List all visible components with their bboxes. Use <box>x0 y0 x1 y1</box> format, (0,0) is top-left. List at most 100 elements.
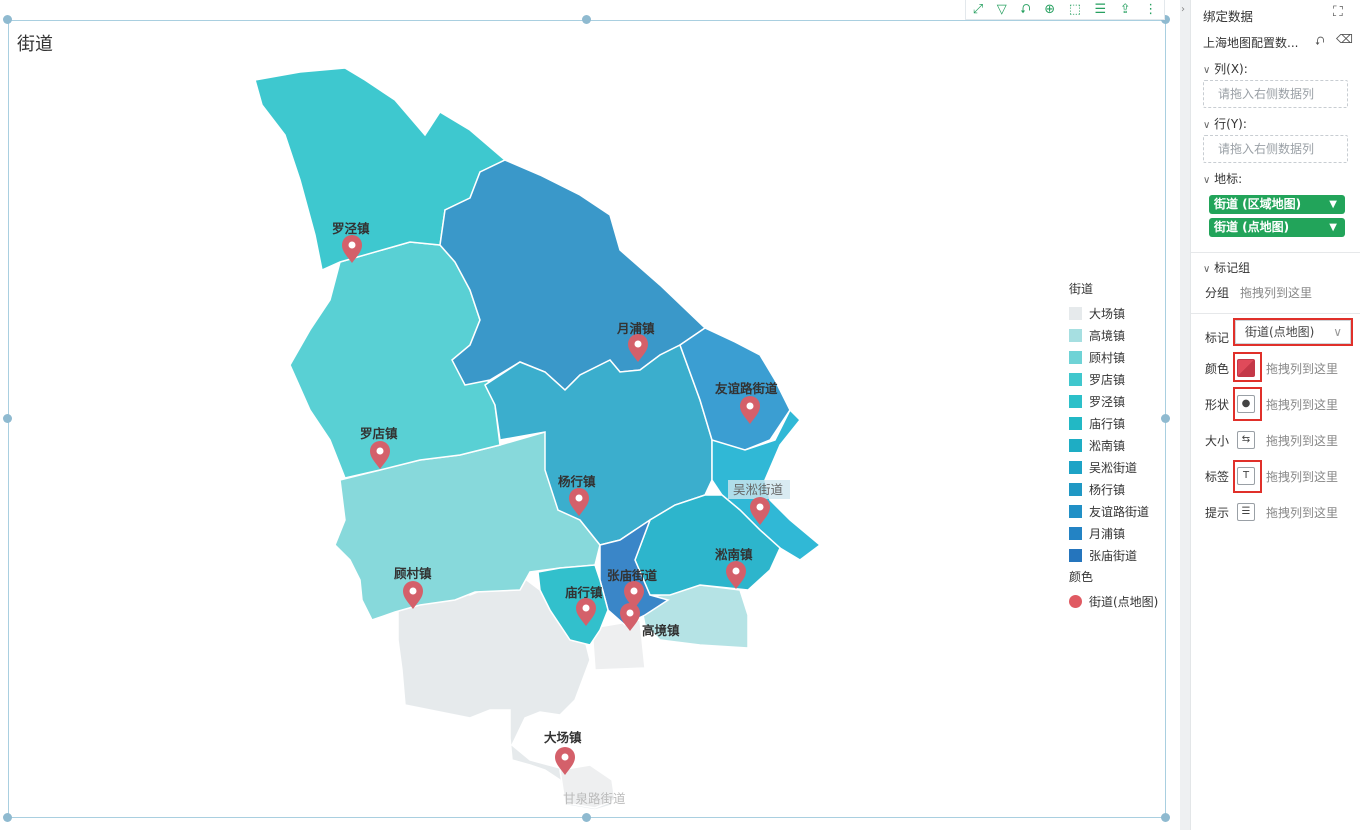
legend-item[interactable]: 杨行镇 <box>1069 478 1158 500</box>
columns-drop-zone[interactable]: 请拖入右侧数据列 <box>1203 80 1348 108</box>
collapse-arrow-icon[interactable]: › <box>1181 4 1185 15</box>
resize-handle-t[interactable] <box>582 15 591 24</box>
more-icon[interactable]: ⋮ <box>1144 1 1158 17</box>
region-youyilu[interactable] <box>679 327 791 453</box>
landmark-pill-point[interactable]: 街道 (点地图) ▼ <box>1209 218 1345 237</box>
svg-text:杨行镇: 杨行镇 <box>558 474 596 489</box>
prop-hint[interactable]: 拖拽列到这里 <box>1266 433 1339 448</box>
chevron-down-icon: ∨ <box>1203 120 1211 131</box>
group-drop-hint[interactable]: 拖拽列到这里 <box>1240 286 1313 300</box>
shape-icon[interactable]: ● <box>1237 395 1255 413</box>
landmark-section[interactable]: ∨ 地标: <box>1203 170 1242 187</box>
legend-item[interactable]: 庙行镇 <box>1069 412 1158 434</box>
legend-swatch <box>1069 328 1082 342</box>
legend-swatch <box>1069 306 1082 320</box>
svg-text:高境镇: 高境镇 <box>642 623 680 638</box>
prop-tooltip[interactable]: 提示 ☰ 拖拽列到这里 <box>1205 501 1338 523</box>
legend-item[interactable]: 吴淞街道 <box>1069 456 1158 478</box>
panel-splitter[interactable]: › <box>1180 0 1190 830</box>
legend-label: 庙行镇 <box>1089 416 1126 431</box>
legend-item[interactable]: 张庙街道 <box>1069 544 1158 566</box>
legend-item[interactable]: 大场镇 <box>1069 302 1158 324</box>
resize-handle-br[interactable] <box>1161 813 1170 822</box>
caret-down-icon[interactable]: ▼ <box>1329 199 1337 210</box>
mark-label: 标记 <box>1205 331 1230 345</box>
legend-swatch <box>1069 526 1082 540</box>
select-icon[interactable]: ⬚ <box>1068 1 1081 17</box>
dataset-name[interactable]: 上海地图配置数... <box>1203 36 1299 50</box>
legend-item[interactable]: 高境镇 <box>1069 324 1158 346</box>
legend-item[interactable]: 顾村镇 <box>1069 346 1158 368</box>
columns-section[interactable]: ∨ 列(X): <box>1203 60 1248 77</box>
map-legend: 街道 大场镇高境镇顾村镇 罗店镇 罗泾镇庙行镇淞南镇 吴淞街道 杨行镇 友谊路街道 月浦镇张… <box>1069 280 1158 612</box>
legend-swatch <box>1069 372 1082 386</box>
resize-handle-b[interactable] <box>582 813 591 822</box>
resize-handle-bl[interactable] <box>3 813 12 822</box>
rows-section[interactable]: ∨ 行(Y): <box>1203 115 1247 132</box>
prop-hint[interactable]: 拖拽列到这里 <box>1266 505 1339 520</box>
chevron-down-icon: ∨ <box>1203 65 1211 76</box>
label-youyilu: 友谊路街道 <box>714 381 778 424</box>
svg-text:顾村镇: 顾村镇 <box>394 566 432 581</box>
legend-item[interactable]: 罗店镇 <box>1069 368 1158 390</box>
mark-select[interactable]: 街道(点地图) ∨ <box>1235 320 1351 344</box>
highlight-label <box>1233 460 1262 493</box>
svg-text:友谊路街道: 友谊路街道 <box>714 381 778 396</box>
rows-drop-zone[interactable]: 请拖入右侧数据列 <box>1203 135 1348 163</box>
chart-canvas: 街道 ⤢ ▽ ⮏ ⊕ ⬚ ☰ ⇪ ⋮ <box>3 0 1170 822</box>
label-dachang: 大场镇 <box>544 730 582 775</box>
landmark-pill-region[interactable]: 街道 (区域地图) ▼ <box>1209 195 1345 214</box>
color-icon[interactable] <box>1237 359 1255 377</box>
svg-text:大场镇: 大场镇 <box>544 730 582 745</box>
resize-handle-r[interactable] <box>1161 414 1170 423</box>
resize-handle-tr[interactable] <box>1161 15 1170 24</box>
size-icon[interactable]: ⇆ <box>1237 431 1255 449</box>
filter-icon[interactable]: ▽ <box>996 1 1007 17</box>
legend-swatch <box>1069 416 1082 430</box>
mark-select-value: 街道(点地图) <box>1245 325 1315 339</box>
region-miaohang[interactable] <box>537 564 609 646</box>
prop-hint[interactable]: 拖拽列到这里 <box>1266 397 1339 412</box>
highlight-mark-select <box>1233 318 1353 346</box>
svg-text:淞南镇: 淞南镇 <box>715 547 753 562</box>
caret-down-icon[interactable]: ▼ <box>1329 222 1337 233</box>
export-icon[interactable]: ⇪ <box>1119 1 1131 17</box>
prop-color[interactable]: 颜色 拖拽列到这里 <box>1205 357 1338 379</box>
legend-item[interactable]: 月浦镇 <box>1069 522 1158 544</box>
switch-dataset-icon[interactable]: ⮏ <box>1315 34 1325 48</box>
list-icon[interactable]: ☰ <box>1094 1 1107 17</box>
prop-hint[interactable]: 拖拽列到这里 <box>1266 469 1339 484</box>
svg-text:罗店镇: 罗店镇 <box>360 426 398 441</box>
fullscreen-icon[interactable]: ⤢ <box>972 1 984 17</box>
tooltip-icon[interactable]: ☰ <box>1237 503 1255 521</box>
chevron-down-icon: ∨ <box>1333 325 1342 339</box>
label-luojing: 罗泾镇 <box>332 221 370 263</box>
legend-swatch <box>1069 504 1082 518</box>
label-yuepu: 月浦镇 <box>616 321 655 362</box>
legend-label: 街道(点地图) <box>1089 594 1159 609</box>
label-icon[interactable]: T <box>1237 467 1255 485</box>
resize-handle-l[interactable] <box>3 414 12 423</box>
eraser-icon[interactable]: ⌫ <box>1336 32 1353 46</box>
resize-handle-tl[interactable] <box>3 15 12 24</box>
legend-item-points[interactable]: 街道(点地图) <box>1069 590 1158 612</box>
prop-shape[interactable]: 形状 ● 拖拽列到这里 <box>1205 393 1338 415</box>
label-gucun: 顾村镇 <box>394 566 432 609</box>
legend-swatch <box>1069 350 1082 364</box>
panel-title: 绑定数据 <box>1203 9 1254 24</box>
legend-item[interactable]: 淞南镇 <box>1069 434 1158 456</box>
divider <box>1191 313 1360 314</box>
expand-icon[interactable]: ⛶ <box>1333 4 1343 20</box>
prop-label-row[interactable]: 标签 T 拖拽列到这里 <box>1205 465 1338 487</box>
legend-label: 高境镇 <box>1089 328 1126 343</box>
legend-item[interactable]: 罗泾镇 <box>1069 390 1158 412</box>
legend-title: 街道 <box>1069 282 1094 296</box>
mark-group-section[interactable]: ∨ 标记组 <box>1203 259 1250 276</box>
highlight-color <box>1233 352 1262 382</box>
legend-item[interactable]: 友谊路街道 <box>1069 500 1158 522</box>
prop-size[interactable]: 大小 ⇆ 拖拽列到这里 <box>1205 429 1338 451</box>
region-ganquanlu[interactable] <box>559 764 616 809</box>
prop-hint[interactable]: 拖拽列到这里 <box>1266 361 1339 376</box>
swap-icon[interactable]: ⮏ <box>1020 1 1031 17</box>
zoom-icon[interactable]: ⊕ <box>1044 1 1056 17</box>
